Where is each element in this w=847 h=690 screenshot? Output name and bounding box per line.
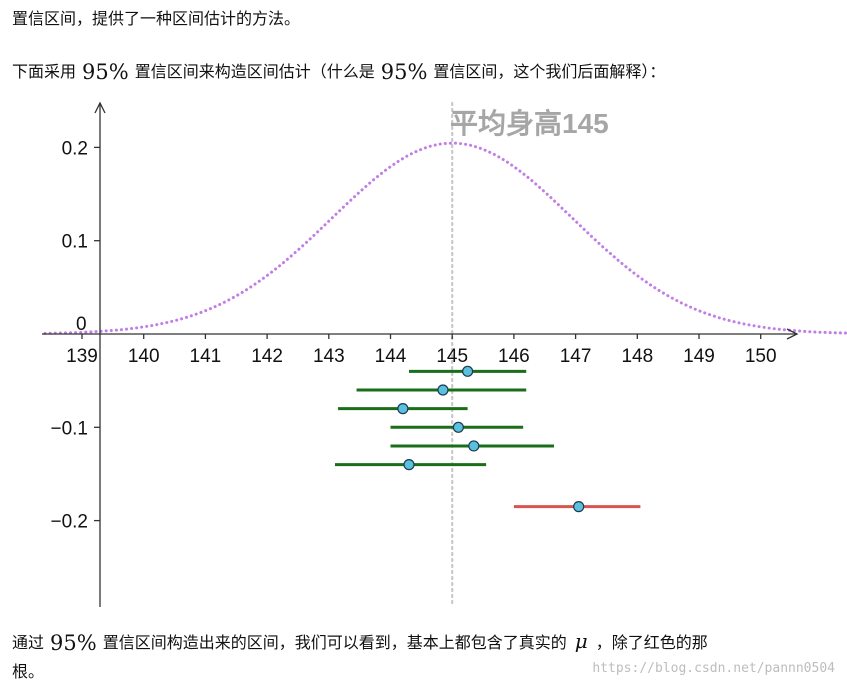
y-tick-labels: 0.2 0.1 0 −0.1 −0.2 [50,138,88,532]
method-text-mid: 置信区间来构造区间估计（什么是 [134,62,375,81]
x-tick-label: 144 [375,346,407,367]
x-tick-label: 142 [251,346,283,367]
x-tick-label: 149 [683,346,715,367]
y-tick-label: 0 [76,314,87,335]
intro-paragraph: 置信区间，提供了一种区间估计的方法。 [12,9,301,28]
x-tick-label: 150 [745,346,777,367]
x-tick-label: 143 [313,346,345,367]
x-tick-label: 148 [621,346,653,367]
interval-center-point [462,365,474,377]
confidence-level-math: 95% [82,60,129,84]
interval-center-point [573,501,585,513]
mean-annotation: 平均身高145 [450,107,609,139]
interval-center-point [397,403,409,415]
confidence-level-math-3: 95% [50,631,97,655]
normal-curve [43,141,847,335]
confidence-intervals [334,365,641,513]
confidence-level-math-2: 95% [380,60,428,84]
conclusion-text-before: 通过 [12,633,45,652]
interval-center-point [452,421,464,433]
x-tick-label: 141 [190,346,222,367]
x-axis-arrow [786,328,799,340]
y-tick-label: 0.1 [62,232,88,253]
conclusion-text-after: ，除了红色的那 [595,633,708,652]
method-text-before: 下面采用 [12,62,77,81]
interval-center-point [437,384,449,396]
axes [42,101,799,607]
y-tick-label: −0.1 [50,418,88,439]
method-text-after: 置信区间，这个我们后面解释）： [433,62,666,81]
x-tick-label: 139 [66,346,98,367]
conclusion-paragraph: 通过 95% 置信区间构造出来的区间，我们可以看到，基本上都包含了真实的 μ ，除了红色… [12,630,708,654]
y-tick-label: −0.2 [50,512,88,533]
method-paragraph: 下面采用 95% 置信区间来构造区间估计（什么是 95% 置信区间，这个我们后面解释）： [12,61,665,83]
normal-curve-path [43,141,847,335]
interval-center-point [403,459,415,471]
y-tick-label: 0.2 [62,138,88,159]
conclusion-paragraph-end: 根。 [12,662,45,681]
mu-symbol: μ [574,629,588,653]
x-tick-labels: 139 140 141 142 143 144 145 146 147 148 149 150 [66,346,776,367]
x-tick-label: 147 [560,346,592,367]
x-tick-label: 140 [128,346,160,367]
y-axis-arrow [94,101,106,114]
x-tick-label: 145 [436,346,468,367]
x-tick-label: 146 [498,346,530,367]
confidence-interval-chart: 139 140 141 142 143 144 145 146 147 148 149 150 0.2… [42,101,847,609]
conclusion-text-mid: 置信区间构造出来的区间，我们可以看到，基本上都包含了真实的 [102,633,567,652]
watermark: https://blog.csdn.net/pannn0504 [592,661,835,676]
interval-center-point [468,440,480,452]
